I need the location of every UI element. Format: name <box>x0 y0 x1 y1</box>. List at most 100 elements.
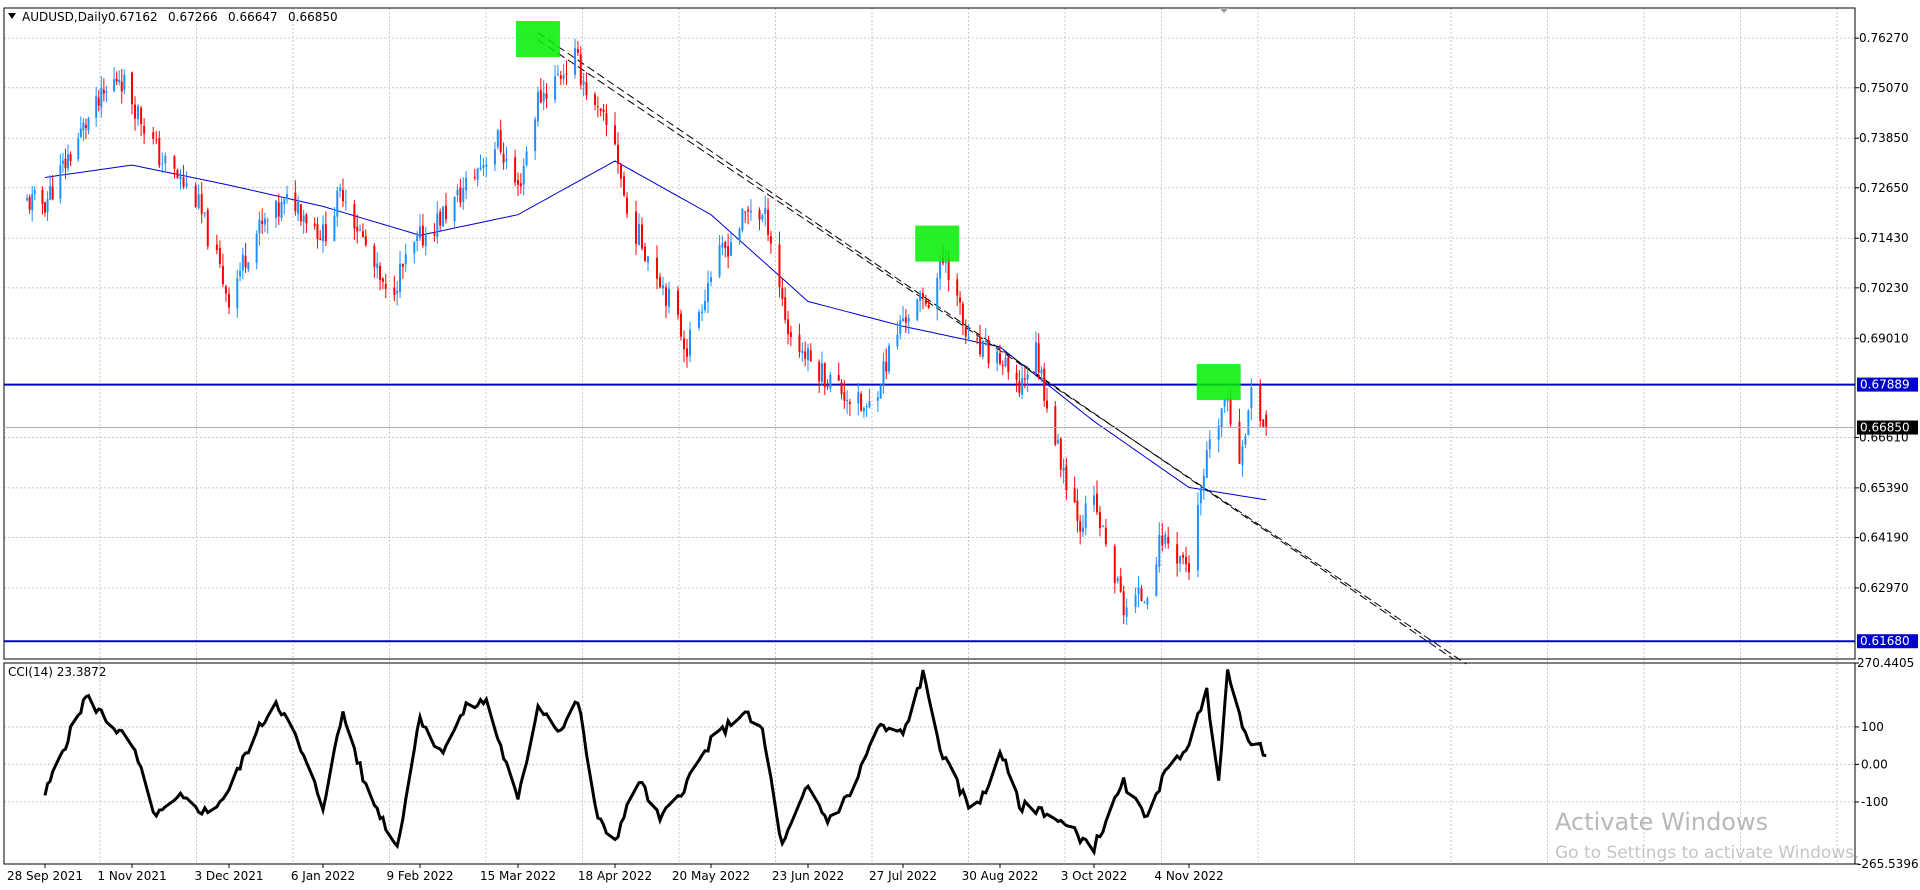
candle-body <box>927 304 930 308</box>
candle-body <box>413 242 416 254</box>
candle-body <box>519 183 522 187</box>
candle-body <box>123 74 126 90</box>
candle-body <box>339 187 342 191</box>
candle-body <box>744 211 747 213</box>
candle-body <box>710 277 712 282</box>
candle-body <box>721 243 724 248</box>
candle-body <box>976 338 979 340</box>
candle-body <box>617 144 619 164</box>
candle-body <box>479 167 482 170</box>
trendline-upper[interactable] <box>537 32 1454 660</box>
candle-body <box>1093 495 1095 505</box>
candle-body <box>277 202 280 217</box>
candle-body <box>505 159 508 162</box>
candle-body <box>885 361 888 372</box>
price-panel[interactable] <box>4 21 1855 665</box>
candle-body <box>826 385 829 387</box>
candle-body <box>26 198 29 201</box>
candle-body <box>582 81 585 85</box>
trend-channel[interactable] <box>537 32 1467 665</box>
candle-body <box>647 256 649 263</box>
candle-body <box>143 126 146 134</box>
candle-body <box>499 130 502 152</box>
candle-body <box>224 286 227 294</box>
candle-body <box>562 75 565 79</box>
candle-body <box>818 361 821 382</box>
cci-tick-label: -100 <box>1861 795 1888 809</box>
candle-body <box>862 407 865 412</box>
candle-body <box>769 236 772 244</box>
horizontal-levels[interactable] <box>4 383 1855 643</box>
candle-body <box>868 401 871 408</box>
candle-body <box>747 209 750 212</box>
candle-body <box>84 124 87 128</box>
price-tick-label: 0.76270 <box>1859 31 1909 45</box>
candle-body <box>585 82 588 96</box>
cci-tick-label: 270.4405 <box>1857 656 1914 670</box>
candle-body <box>1179 556 1182 564</box>
candle-body <box>399 263 402 292</box>
trendline-lower[interactable] <box>537 39 1467 665</box>
candle-body <box>939 259 942 279</box>
candle-body <box>981 340 984 357</box>
candle-body <box>41 189 44 204</box>
candle-body <box>353 204 356 229</box>
time-tick-label: 23 Jun 2022 <box>772 869 844 883</box>
dropdown-triangle-icon[interactable] <box>8 13 16 19</box>
candle-body <box>215 244 218 251</box>
cci-panel[interactable] <box>43 669 1267 857</box>
price-tick-label: 0.71430 <box>1859 231 1909 245</box>
candle-body <box>738 229 741 240</box>
candle-body <box>848 402 851 404</box>
candle-body <box>313 223 316 226</box>
price-tick-label: 0.69010 <box>1859 331 1909 345</box>
candle-body <box>502 153 505 163</box>
candle-body <box>820 363 823 382</box>
candle-body <box>1134 594 1137 607</box>
candle-body <box>840 382 843 395</box>
candle-body <box>1057 440 1060 443</box>
candle-body <box>620 165 622 179</box>
candle-body <box>95 95 98 118</box>
candle-body <box>1062 467 1065 471</box>
candle-body <box>1161 535 1164 546</box>
candle-body <box>1262 419 1265 427</box>
level-price-label: 0.67889 <box>1860 378 1910 392</box>
highlight-zone[interactable] <box>515 21 560 57</box>
candle-body <box>67 154 70 169</box>
candle-body <box>865 406 868 408</box>
candle-body <box>659 277 661 288</box>
candle-body <box>176 169 179 178</box>
grid-lines <box>4 8 1855 864</box>
candle-body <box>100 87 103 108</box>
candle-body <box>665 287 667 306</box>
candle-body <box>255 233 258 263</box>
candle-body <box>244 255 247 268</box>
candle-body <box>49 186 52 200</box>
candle-body <box>1081 527 1084 533</box>
candle-body <box>1140 588 1143 602</box>
candle-body <box>1116 578 1119 582</box>
candle-body <box>724 241 727 249</box>
time-tick-label: 20 May 2022 <box>672 869 750 883</box>
highlight-zone[interactable] <box>915 225 960 262</box>
candle-body <box>442 206 445 227</box>
candle-body <box>689 329 691 356</box>
candle-body <box>959 297 962 303</box>
candle-body <box>1054 406 1057 445</box>
highlight-zone[interactable] <box>1196 364 1241 401</box>
candle-body <box>1265 414 1268 428</box>
candle-body <box>1095 493 1098 513</box>
time-tick-label: 28 Sep 2021 <box>7 869 83 883</box>
candle-body <box>140 107 143 124</box>
candle-body <box>316 224 319 240</box>
time-axis: 28 Sep 2021 1 Nov 2021 3 Dec 2021 6 Jan 202… <box>7 864 1224 883</box>
scroll-marker-icon[interactable] <box>1219 8 1229 13</box>
candle-body <box>626 197 628 214</box>
candle-body <box>677 290 679 315</box>
highlight-zones[interactable] <box>515 21 1241 401</box>
candle-body <box>173 156 176 169</box>
candle-body <box>1034 342 1037 374</box>
